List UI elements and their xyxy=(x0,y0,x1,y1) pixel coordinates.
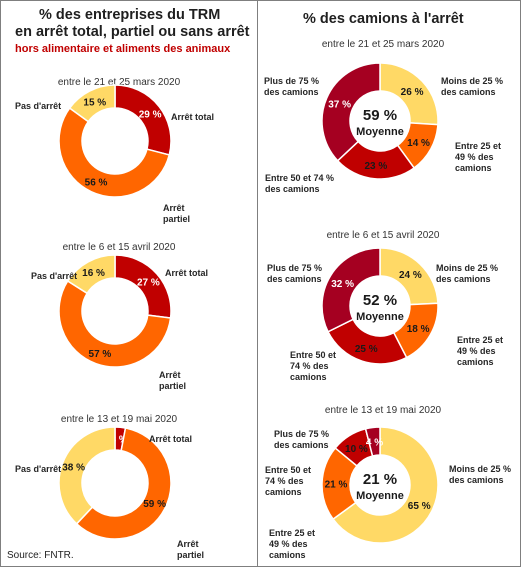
company-donut-slice xyxy=(58,426,116,525)
company-donut-slice-label: 15 % xyxy=(83,97,106,108)
category-label: Entre 25 et 49 % des camions xyxy=(269,528,315,560)
category-label: Entre 25 et 49 % des camions xyxy=(455,141,501,173)
company-donut-slice xyxy=(58,107,171,198)
truck-donut-slice-label: 4 % xyxy=(366,437,383,448)
category-label: Plus de 75 % des camions xyxy=(267,263,322,284)
category-label: Entre 50 et 74 % des camions xyxy=(265,465,311,497)
period-label: entre le 21 et 25 mars 2020 xyxy=(322,39,445,50)
category-label: Plus de 75 % des camions xyxy=(264,76,319,97)
average-label: Moyenne xyxy=(356,490,404,502)
category-label: Pas d'arrêt xyxy=(31,271,77,281)
left-title-line-2: en arrêt total, partiel ou sans arrêt xyxy=(15,24,250,40)
company-donut-slice-label: 57 % xyxy=(89,349,112,360)
company-donut-slice-label: 59 % xyxy=(143,499,166,510)
truck-donut-slice-label: 32 % xyxy=(331,279,354,290)
category-label: Arrêt partiel xyxy=(177,539,204,560)
company-donut-slice-label: 3 % xyxy=(111,435,128,446)
truck-donut-slice-label: 26 % xyxy=(401,87,424,98)
category-label: Arrêt total xyxy=(149,434,192,444)
truck-donut-slice-label: 24 % xyxy=(399,270,422,281)
company-donut-slice-label: 29 % xyxy=(139,110,162,121)
category-label: Arrêt partiel xyxy=(159,370,186,391)
source-note: Source: FNTR. xyxy=(7,550,74,561)
company-donut-slice-label: 56 % xyxy=(85,177,108,188)
category-label: Entre 50 et 74 % des camions xyxy=(290,350,336,382)
category-label: Entre 25 et 49 % des camions xyxy=(457,335,503,367)
category-label: Arrêt total xyxy=(171,112,214,122)
average-value: 59 % xyxy=(363,107,397,124)
category-label: Entre 50 et 74 % des camions xyxy=(265,173,334,194)
period-label: entre le 21 et 25 mars 2020 xyxy=(58,77,181,88)
average-value: 52 % xyxy=(363,292,397,309)
company-donut-slice-label: 16 % xyxy=(82,268,105,279)
right-title: % des camions à l'arrêt xyxy=(303,11,464,27)
category-label: Pas d'arrêt xyxy=(15,101,61,111)
category-label: Moins de 25 % des camions xyxy=(441,76,503,97)
category-label: Moins de 25 % des camions xyxy=(436,263,498,284)
truck-donut-slice-label: 23 % xyxy=(364,161,387,172)
category-label: Moins de 25 % des camions xyxy=(449,464,511,485)
category-label: Pas d'arrêt xyxy=(15,464,61,474)
company-donut-slice-label: 38 % xyxy=(62,463,85,474)
category-label: Arrêt total xyxy=(165,268,208,278)
left-subtitle: hors alimentaire et aliments des animaux xyxy=(15,43,231,55)
period-label: entre le 6 et 15 avril 2020 xyxy=(327,230,440,241)
company-donut-slice xyxy=(75,427,172,540)
period-label: entre le 13 et 19 mai 2020 xyxy=(325,405,442,416)
truck-donut-slice-label: 10 % xyxy=(345,444,368,455)
category-label: Arrêt partiel xyxy=(163,203,190,224)
truck-donut-slice-label: 25 % xyxy=(355,344,378,355)
category-label: Plus de 75 % des camions xyxy=(274,429,329,450)
company-donut-slice xyxy=(68,84,116,123)
average-value: 21 % xyxy=(363,471,397,488)
truck-donut-slice xyxy=(321,247,381,333)
period-label: entre le 13 et 19 mai 2020 xyxy=(61,414,178,425)
average-label: Moyenne xyxy=(356,311,404,323)
company-donut-slice xyxy=(66,254,116,295)
company-donut-slice-label: 27 % xyxy=(137,278,160,289)
period-label: entre le 6 et 15 avril 2020 xyxy=(63,242,176,253)
company-donut-slice xyxy=(58,279,172,368)
truck-donut-slice xyxy=(321,62,381,162)
panel-divider xyxy=(257,1,258,566)
average-label: Moyenne xyxy=(356,126,404,138)
truck-donut-slice-label: 18 % xyxy=(407,324,430,335)
left-title-line-1: % des entreprises du TRM xyxy=(39,7,221,23)
truck-donut-slice-label: 14 % xyxy=(407,138,430,149)
truck-donut-slice xyxy=(364,426,381,457)
truck-donut-slice-label: 65 % xyxy=(408,501,431,512)
truck-donut-slice xyxy=(332,426,439,544)
truck-donut-slice-label: 37 % xyxy=(328,100,351,111)
truck-donut-slice-label: 21 % xyxy=(325,480,348,491)
